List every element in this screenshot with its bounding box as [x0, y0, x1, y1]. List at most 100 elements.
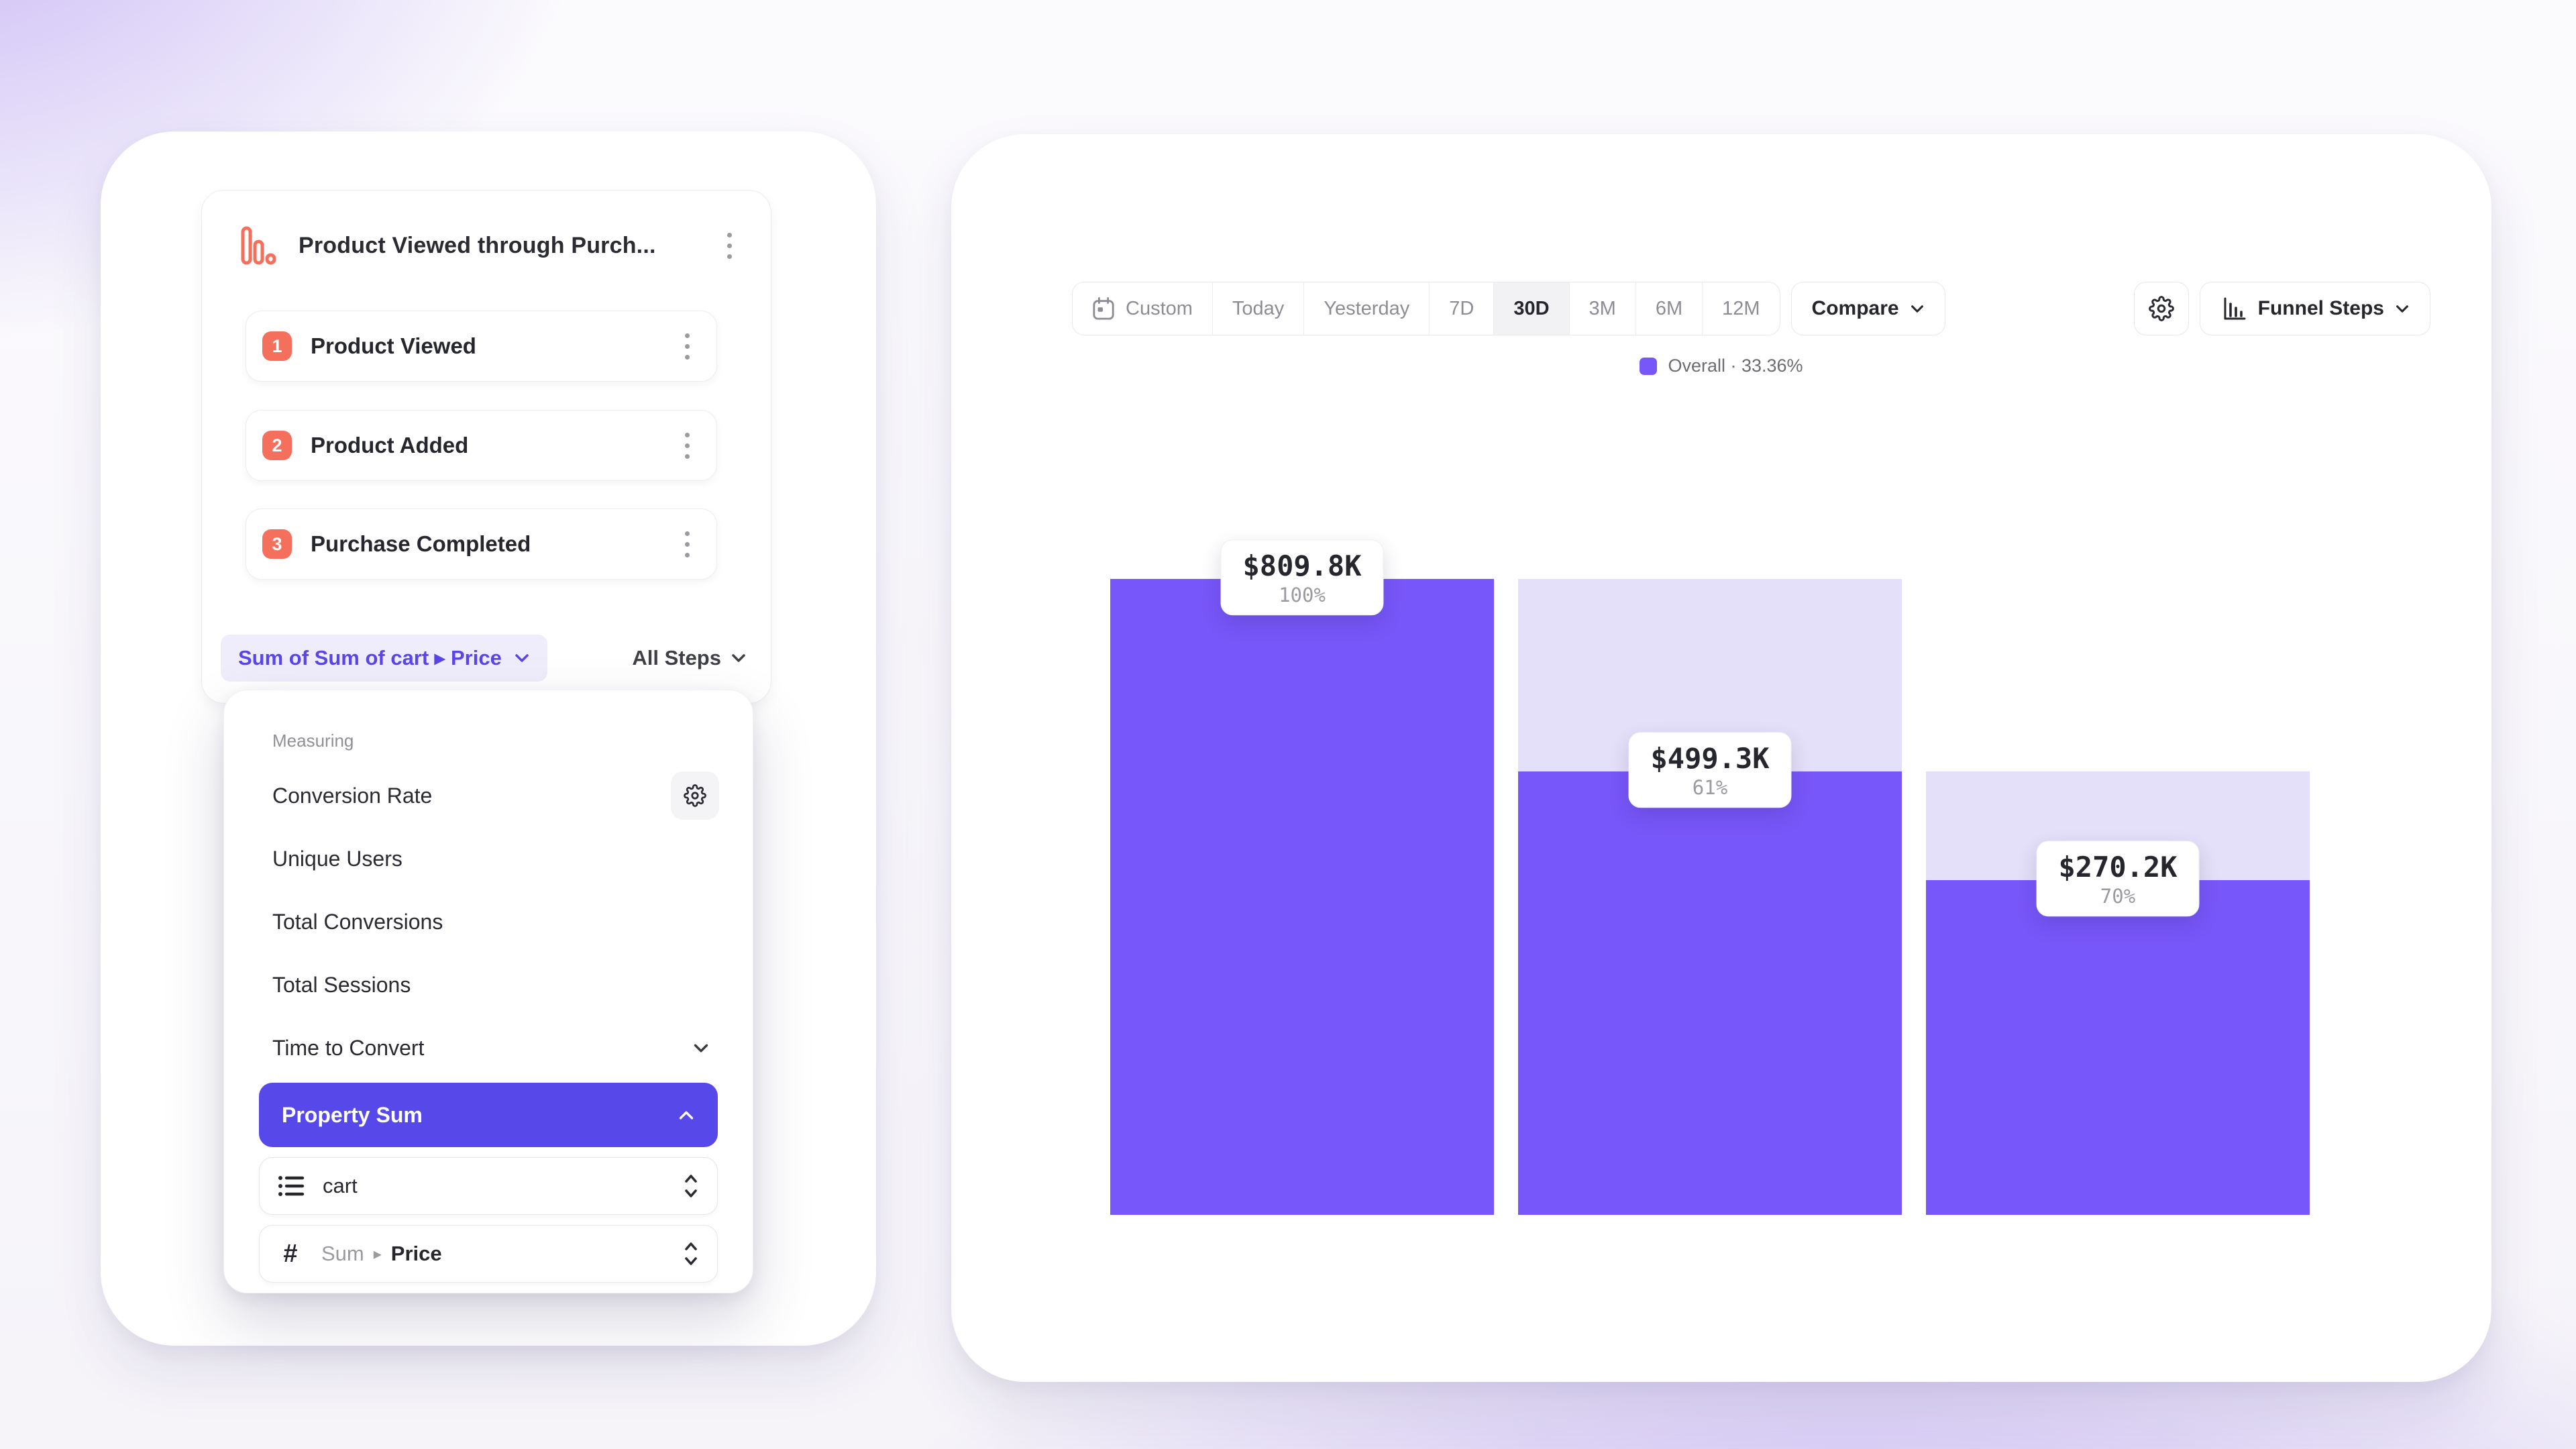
range-label: Today — [1232, 297, 1285, 319]
menu-item-time-to-convert[interactable]: Time to Convert — [272, 1016, 719, 1079]
step-options-menu-icon[interactable] — [672, 329, 702, 364]
funnel-bar-converted[interactable] — [1926, 880, 2310, 1215]
compare-label: Compare — [1811, 297, 1899, 319]
date-range-segmented-control: Custom Today Yesterday 7D 30D 3M 6M 12M — [1072, 282, 1780, 335]
chart-toolbar: Custom Today Yesterday 7D 30D 3M 6M 12M … — [1072, 282, 2430, 335]
funnel-bar-group[interactable] — [1926, 579, 2310, 1215]
chart-legend: Overall · 33.36% — [951, 356, 2491, 376]
aggregation-value: Price — [390, 1242, 442, 1265]
list-icon — [278, 1176, 305, 1196]
range-label: 30D — [1513, 297, 1550, 319]
conversion-rate-settings-button[interactable] — [671, 771, 719, 820]
range-3m[interactable]: 3M — [1569, 282, 1636, 335]
calendar-icon — [1093, 297, 1114, 320]
gear-icon — [684, 784, 706, 807]
bar-value-tooltip: $809.8K 100% — [1220, 539, 1384, 616]
legend-swatch — [1640, 357, 1658, 375]
steps-scope-dropdown[interactable]: All Steps — [632, 646, 747, 670]
menu-item-total-sessions[interactable]: Total Sessions — [272, 953, 719, 1016]
step-options-menu-icon[interactable] — [672, 429, 702, 463]
tooltip-percent: 70% — [2100, 885, 2136, 908]
chevron-down-icon — [2396, 305, 2408, 313]
range-30d-active[interactable]: 30D — [1494, 282, 1570, 335]
chart-settings-button[interactable] — [2133, 282, 2189, 335]
step-number-badge: 1 — [262, 331, 292, 361]
menu-item-label: Total Conversions — [272, 909, 443, 934]
range-label: 12M — [1722, 297, 1760, 319]
range-custom[interactable]: Custom — [1073, 282, 1213, 335]
up-down-chevrons-icon — [685, 1242, 697, 1265]
aggregation-property-select[interactable]: # Sum ▸ Price — [259, 1225, 718, 1283]
chevron-down-icon — [1911, 305, 1923, 313]
step-label: Product Viewed — [311, 333, 476, 358]
funnel-builder-panel: Product Viewed through Purch... 1 Produc… — [201, 190, 771, 704]
chevron-up-icon — [679, 1111, 694, 1119]
step-number-badge: 2 — [262, 431, 292, 460]
funnel-header: Product Viewed through Purch... — [241, 219, 744, 272]
range-label: 7D — [1449, 297, 1474, 319]
funnel-step-2[interactable]: 2 Product Added — [246, 410, 717, 481]
menu-item-label: Time to Convert — [272, 1035, 425, 1060]
gear-icon — [2148, 296, 2174, 321]
tooltip-percent: 100% — [1279, 584, 1326, 607]
chart-type-label: Funnel Steps — [2257, 297, 2384, 319]
funnel-builder-card: Product Viewed through Purch... 1 Produc… — [101, 131, 876, 1346]
menu-item-label: Total Sessions — [272, 972, 411, 997]
bar-value-tooltip: $499.3K 61% — [1628, 732, 1792, 808]
measurement-dropdown[interactable]: Sum of Sum of cart ▸ Price — [221, 635, 547, 682]
range-yesterday[interactable]: Yesterday — [1304, 282, 1430, 335]
menu-item-label: Conversion Rate — [272, 783, 433, 808]
property-sum-controls: Property Sum cart — [259, 1083, 718, 1283]
menu-item-conversion-rate[interactable]: Conversion Rate — [272, 764, 719, 827]
up-down-chevrons-icon — [685, 1175, 697, 1197]
compare-dropdown[interactable]: Compare — [1790, 282, 1945, 335]
funnel-chart-card: Custom Today Yesterday 7D 30D 3M 6M 12M … — [951, 134, 2491, 1382]
tooltip-value: $270.2K — [2058, 851, 2178, 884]
menu-item-total-conversions[interactable]: Total Conversions — [272, 890, 719, 953]
bar-chart-icon — [2224, 297, 2246, 320]
measurement-dropdown-label: Sum of Sum of cart ▸ Price — [238, 646, 502, 669]
chevron-down-icon — [694, 1044, 708, 1052]
chevron-down-icon — [515, 654, 529, 662]
menu-items: Conversion Rate Unique Users Total Conve… — [272, 764, 719, 1079]
tooltip-percent: 61% — [1692, 776, 1728, 800]
steps-scope-label: All Steps — [632, 646, 721, 669]
funnel-step-3[interactable]: 3 Purchase Completed — [246, 508, 717, 580]
funnel-step-1[interactable]: 1 Product Viewed — [246, 311, 717, 382]
range-label: 3M — [1589, 297, 1616, 319]
property-select[interactable]: cart — [259, 1157, 718, 1215]
range-label: 6M — [1655, 297, 1683, 319]
funnel-chart: $809.8K 100% $499.3K 61% $270.2K 70% — [1110, 539, 2310, 1215]
menu-item-label: Property Sum — [282, 1102, 423, 1127]
funnel-bar-group[interactable] — [1110, 579, 1494, 1215]
breadcrumb-arrow-icon: ▸ — [373, 1244, 382, 1263]
menu-item-property-sum-selected[interactable]: Property Sum — [259, 1083, 718, 1147]
step-options-menu-icon[interactable] — [672, 527, 702, 561]
range-7d[interactable]: 7D — [1430, 282, 1495, 335]
tooltip-value: $809.8K — [1242, 549, 1362, 583]
number-property-icon: # — [283, 1239, 298, 1268]
range-today[interactable]: Today — [1212, 282, 1305, 335]
funnel-bar-group[interactable] — [1518, 579, 1902, 1215]
funnel-options-menu-icon[interactable] — [714, 229, 744, 263]
funnel-bar-converted[interactable] — [1110, 579, 1494, 1215]
menu-item-unique-users[interactable]: Unique Users — [272, 827, 719, 890]
aggregation-prefix: Sum — [321, 1242, 364, 1265]
legend-label: Overall · 33.36% — [1668, 356, 1803, 376]
step-label: Purchase Completed — [311, 531, 531, 556]
range-12m[interactable]: 12M — [1703, 282, 1780, 335]
range-6m[interactable]: 6M — [1635, 282, 1703, 335]
menu-section-label: Measuring — [272, 731, 354, 751]
menu-item-label: Unique Users — [272, 846, 402, 871]
range-label: Yesterday — [1324, 297, 1410, 319]
funnel-bar-converted[interactable] — [1518, 771, 1902, 1215]
chevron-down-icon — [732, 654, 745, 662]
measuring-dropdown-menu: Measuring Conversion Rate Unique Users T… — [223, 690, 753, 1293]
tooltip-value: $499.3K — [1650, 742, 1770, 775]
builder-footer: Sum of Sum of cart ▸ Price All Steps — [221, 635, 747, 682]
bar-value-tooltip: $270.2K 70% — [2036, 841, 2200, 917]
chart-type-dropdown[interactable]: Funnel Steps — [2199, 282, 2430, 335]
range-label: Custom — [1126, 297, 1193, 319]
funnel-title: Product Viewed through Purch... — [299, 232, 656, 258]
